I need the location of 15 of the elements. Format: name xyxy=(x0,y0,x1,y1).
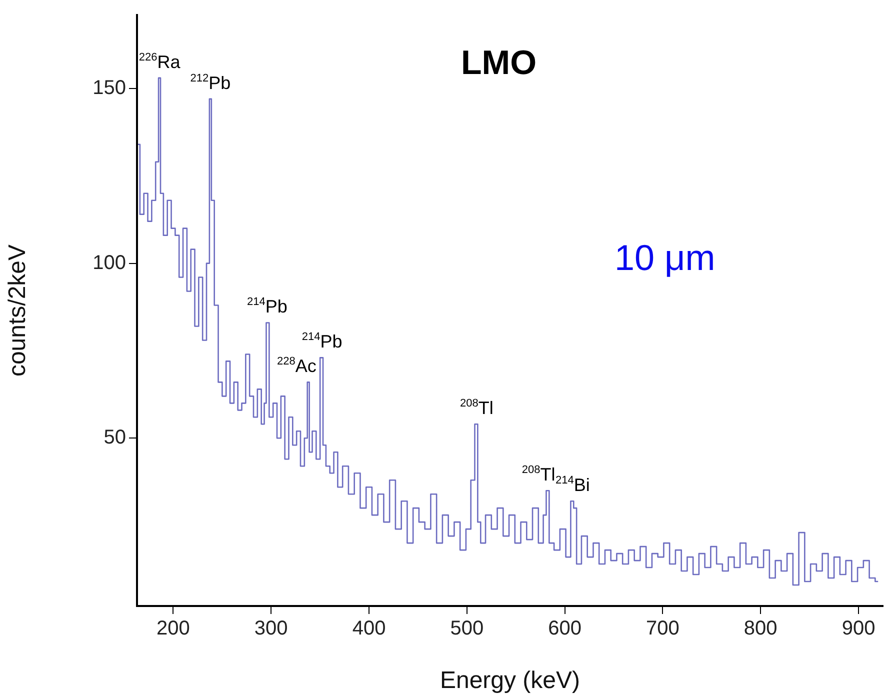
x-tick-label: 200 xyxy=(156,618,190,640)
y-axis-title: counts/2keV xyxy=(4,244,32,377)
y-tick-label: 50 xyxy=(104,426,126,449)
x-axis-title: Energy (keV) xyxy=(440,667,580,694)
annotation: 10 μm xyxy=(614,237,716,278)
y-tick-label: 100 xyxy=(92,252,126,274)
y-tick-label: 150 xyxy=(92,76,126,99)
x-tick-label: 300 xyxy=(254,618,288,640)
x-tick-label: 500 xyxy=(450,618,484,640)
x-tick-label: 900 xyxy=(842,618,876,640)
x-tick-label: 800 xyxy=(744,618,778,640)
x-tick-label: 400 xyxy=(352,618,386,640)
text: LMO xyxy=(461,44,537,82)
x-tick-label: 600 xyxy=(548,618,582,640)
x-tick-label: 700 xyxy=(646,618,680,640)
